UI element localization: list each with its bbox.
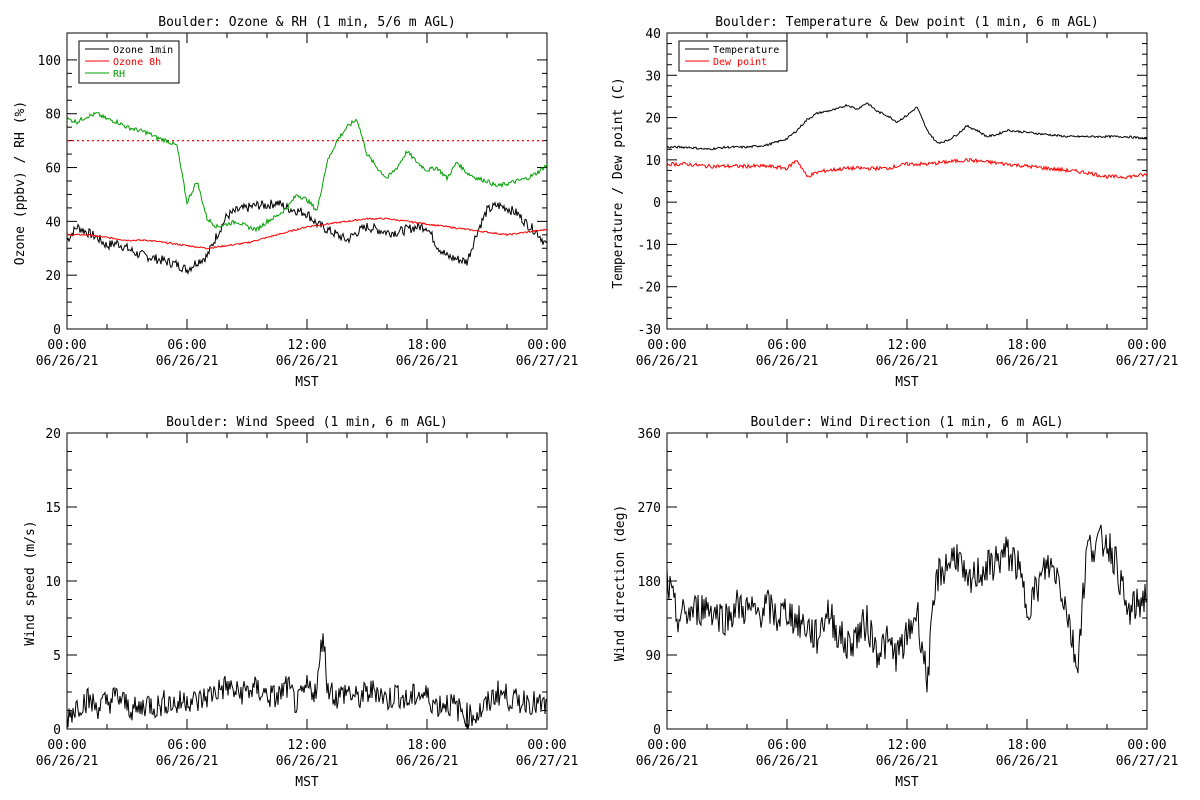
wind-direction-series-line (666, 524, 1148, 693)
wind-speed-ytick-label: 10 (45, 575, 61, 590)
ozone-rh-ozone-8h-line (66, 217, 548, 250)
temp-dew-xtick-date-label: 06/27/21 (1116, 354, 1179, 369)
wind-speed-ylabel: Wind speed (m/s) (23, 520, 38, 645)
temp-dew-ytick-label: 40 (645, 27, 661, 42)
wind-direction-xtick-time-label: 18:00 (1007, 738, 1046, 753)
temp-dew-dew-point-line (666, 157, 1148, 180)
wind-speed-xtick-date-label: 06/26/21 (156, 754, 219, 769)
wind-direction-xtick-time-label: 00:00 (647, 738, 686, 753)
temp-dew-ytick-label: -30 (638, 323, 661, 338)
wind-speed-ytick-label: 5 (53, 649, 61, 664)
ozone-rh-legend-label: RH (113, 69, 125, 80)
ozone-rh-ozone-1min-line (66, 199, 548, 275)
wind-direction-title: Boulder: Wind Direction (1 min, 6 m AGL) (750, 415, 1063, 430)
temp-dew-xtick-date-label: 06/26/21 (756, 354, 819, 369)
ozone-rh-ytick-label: 100 (38, 54, 61, 69)
wind-speed-xtick-date-label: 06/26/21 (396, 754, 459, 769)
temp-dew-xtick-time-label: 18:00 (1007, 338, 1046, 353)
ozone-rh-xtick-time-label: 06:00 (167, 338, 206, 353)
temp-dew-ytick-label: 0 (653, 196, 661, 211)
temp-dew-xtick-time-label: 12:00 (887, 338, 926, 353)
temp-dew-plot: -30-20-1001020304000:0006/26/2106:0006/2… (636, 27, 1179, 369)
wind-speed-title: Boulder: Wind Speed (1 min, 6 m AGL) (166, 415, 448, 430)
ozone-rh-xtick-time-label: 18:00 (407, 338, 446, 353)
wind-speed-series-line (66, 633, 548, 729)
temp-dew-legend-label: Dew point (713, 57, 767, 68)
ozone-rh-xtick-date-label: 06/26/21 (36, 354, 99, 369)
temp-dew-xtick-time-label: 06:00 (767, 338, 806, 353)
wind-direction-ytick-label: 270 (638, 501, 661, 516)
wind-speed-xtick-date-label: 06/26/21 (36, 754, 99, 769)
wind-speed-xtick-time-label: 12:00 (287, 738, 326, 753)
ozone-rh-legend (78, 40, 180, 84)
ozone-rh-xtick-time-label: 00:00 (527, 338, 566, 353)
temp-dew-panel: Boulder: Temperature & Dew point (1 min,… (611, 15, 1178, 390)
wind-direction-ytick-label: 180 (638, 575, 661, 590)
wind-direction-xtick-time-label: 06:00 (767, 738, 806, 753)
wind-direction-xtick-date-label: 06/26/21 (876, 754, 939, 769)
ozone-rh-xtick-time-label: 00:00 (47, 338, 86, 353)
wind-direction-ytick-label: 90 (645, 649, 661, 664)
ozone-rh-xtick-date-label: 06/26/21 (276, 354, 339, 369)
wind-speed-xtick-date-label: 06/27/21 (516, 754, 579, 769)
temp-dew-xtick-time-label: 00:00 (1127, 338, 1166, 353)
ozone-rh-ylabel: Ozone (ppbv) / RH (%) (13, 101, 28, 265)
ozone-rh-ytick-label: 20 (45, 269, 61, 284)
ozone-rh-ytick-label: 80 (45, 108, 61, 123)
temp-dew-ytick-label: 30 (645, 69, 661, 84)
temp-dew-xtick-date-label: 06/26/21 (996, 354, 1059, 369)
temp-dew-legend-label: Temperature (713, 45, 779, 56)
ozone-rh-ytick-label: 40 (45, 215, 61, 230)
temp-dew-xlabel: MST (895, 375, 919, 390)
wind-speed-xtick-time-label: 00:00 (527, 738, 566, 753)
wind-speed-ytick-label: 20 (45, 427, 61, 442)
wind-speed-ytick-label: 0 (53, 723, 61, 738)
wind-direction-panel: Boulder: Wind Direction (1 min, 6 m AGL)… (613, 415, 1178, 790)
wind-direction-xtick-date-label: 06/26/21 (636, 754, 699, 769)
temp-dew-ytick-label: -20 (638, 281, 661, 296)
temp-dew-xtick-date-label: 06/26/21 (876, 354, 939, 369)
temp-dew-xtick-time-label: 00:00 (647, 338, 686, 353)
temp-dew-xtick-date-label: 06/26/21 (636, 354, 699, 369)
wind-direction-ytick-label: 0 (653, 723, 661, 738)
wind-speed-xtick-time-label: 00:00 (47, 738, 86, 753)
ozone-rh-legend-label: Ozone 8h (113, 57, 161, 68)
wind-speed-xlabel: MST (295, 775, 319, 790)
wind-direction-xtick-date-label: 06/26/21 (756, 754, 819, 769)
temp-dew-legend (678, 40, 788, 72)
wind-speed-panel: Boulder: Wind Speed (1 min, 6 m AGL) Win… (23, 415, 578, 790)
temp-dew-ytick-label: 10 (645, 154, 661, 169)
temp-dew-ytick-label: 20 (645, 112, 661, 127)
wind-direction-xtick-time-label: 12:00 (887, 738, 926, 753)
ozone-rh-title: Boulder: Ozone & RH (1 min, 5/6 m AGL) (158, 15, 455, 30)
wind-direction-plot: 09018027036000:0006/26/2106:0006/26/2112… (636, 427, 1179, 769)
ozone-rh-legend-label: Ozone 1min (113, 45, 173, 56)
ozone-rh-xtick-time-label: 12:00 (287, 338, 326, 353)
wind-direction-xtick-date-label: 06/27/21 (1116, 754, 1179, 769)
ozone-rh-xtick-date-label: 06/26/21 (156, 354, 219, 369)
temp-dew-ytick-label: -10 (638, 238, 661, 253)
wind-direction-xtick-time-label: 00:00 (1127, 738, 1166, 753)
ozone-rh-plot: 02040608010000:0006/26/2106:0006/26/2112… (36, 32, 579, 369)
wind-speed-xtick-time-label: 18:00 (407, 738, 446, 753)
temp-dew-temperature-line (666, 102, 1148, 151)
wind-direction-ytick-label: 360 (638, 427, 661, 442)
wind-speed-ytick-label: 15 (45, 501, 61, 516)
temp-dew-ylabel: Temperature / Dew point (C) (611, 77, 626, 288)
ozone-rh-xlabel: MST (295, 375, 319, 390)
wind-direction-ylabel: Wind direction (deg) (613, 505, 628, 662)
wind-speed-plot: 0510152000:0006/26/2106:0006/26/2112:000… (36, 427, 579, 769)
wind-direction-xtick-date-label: 06/26/21 (996, 754, 1059, 769)
wind-speed-xtick-date-label: 06/26/21 (276, 754, 339, 769)
temp-dew-title: Boulder: Temperature & Dew point (1 min,… (715, 15, 1099, 30)
ozone-rh-xtick-date-label: 06/27/21 (516, 354, 579, 369)
ozone-rh-rh-line (66, 111, 548, 233)
ozone-rh-ytick-label: 60 (45, 162, 61, 177)
ozone-rh-xtick-date-label: 06/26/21 (396, 354, 459, 369)
wind-speed-xtick-time-label: 06:00 (167, 738, 206, 753)
ozone-rh-panel: Boulder: Ozone & RH (1 min, 5/6 m AGL) O… (13, 15, 578, 390)
ozone-rh-ytick-label: 0 (53, 323, 61, 338)
wind-direction-xlabel: MST (895, 775, 919, 790)
